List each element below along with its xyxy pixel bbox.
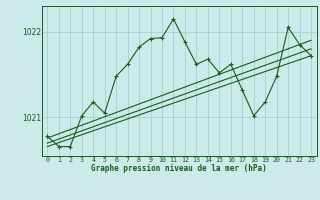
X-axis label: Graphe pression niveau de la mer (hPa): Graphe pression niveau de la mer (hPa)	[91, 164, 267, 173]
